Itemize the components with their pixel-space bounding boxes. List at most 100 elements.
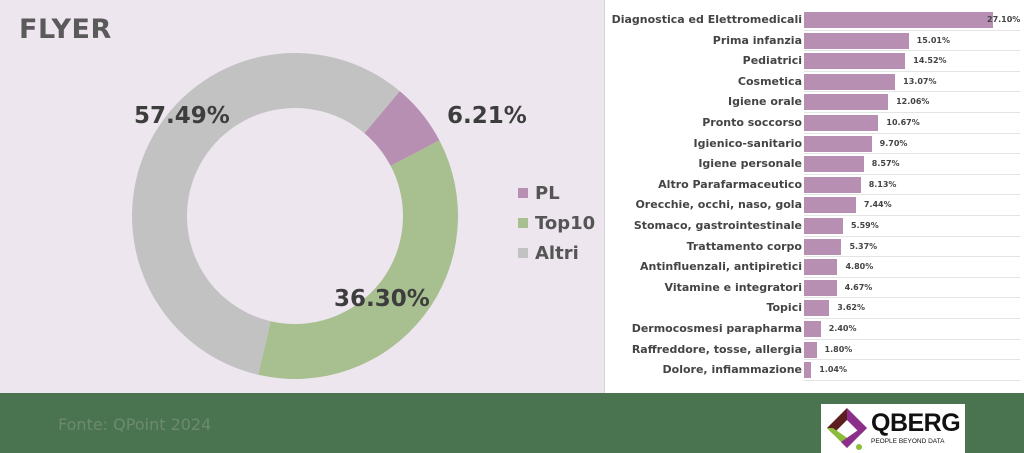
bar-row: Igiene personale 8.57% bbox=[606, 154, 1024, 175]
bar-value-label: 5.37% bbox=[849, 241, 878, 251]
bar-track: 27.10% bbox=[804, 10, 1020, 31]
logo-wordmark: QBERG bbox=[871, 409, 961, 437]
bar bbox=[804, 94, 889, 111]
top10-swatch-icon bbox=[518, 218, 528, 228]
bar-track: 4.80% bbox=[804, 257, 1020, 278]
bar-label: Orecchie, occhi, naso, gola bbox=[635, 198, 802, 212]
bar-track: 12.06% bbox=[804, 92, 1020, 113]
bar-row: Trattamento corpo 5.37% bbox=[606, 237, 1024, 258]
bar bbox=[804, 238, 842, 255]
bar-value-label: 7.44% bbox=[863, 200, 892, 210]
bar-track: 5.59% bbox=[804, 216, 1020, 237]
bar bbox=[804, 362, 812, 379]
bar-track: 8.13% bbox=[804, 175, 1020, 196]
bar-value-label: 3.62% bbox=[837, 303, 865, 313]
bar-value-label: 9.70% bbox=[879, 138, 908, 148]
bar-label: Pronto soccorso bbox=[702, 116, 802, 129]
bar bbox=[804, 12, 993, 28]
legend-item-altri: Altri bbox=[518, 238, 595, 268]
bar-track: 1.80% bbox=[804, 340, 1020, 361]
bar-chart: Diagnostica ed Elettromedicali 27.10% Prim… bbox=[606, 0, 1024, 393]
bar bbox=[804, 73, 896, 90]
bar-label: Antinfluenzali, antipiretici bbox=[640, 260, 802, 274]
bar-track: 5.37% bbox=[804, 237, 1020, 258]
bar-row: Stomaco, gastrointestinale 5.59% bbox=[606, 216, 1024, 237]
bar-label: Dermocosmesi parapharma bbox=[631, 322, 802, 335]
bar-row: Igienico-sanitario 9.70% bbox=[606, 134, 1024, 155]
bar-label: Altro Parafarmaceutico bbox=[658, 177, 802, 191]
donut-slice-altri bbox=[132, 53, 400, 375]
altri-value-label: 57.49% bbox=[134, 103, 230, 129]
bar bbox=[804, 300, 830, 317]
bar-track: 13.07% bbox=[804, 72, 1020, 93]
bar bbox=[804, 259, 838, 276]
pl-value-label: 6.21% bbox=[447, 103, 527, 129]
bar-track: 15.01% bbox=[804, 31, 1020, 52]
bar-label: Raffreddore, tosse, allergia bbox=[631, 342, 802, 356]
bar-row: Altro Parafarmaceutico 8.13% bbox=[606, 175, 1024, 196]
bar-label: Trattamento corpo bbox=[686, 239, 802, 253]
donut-chart bbox=[132, 53, 458, 379]
bar-row: Dolore, infiammazione 1.04% bbox=[606, 360, 1024, 381]
bar-track: 14.52% bbox=[804, 51, 1020, 72]
bar-row: Diagnostica ed Elettromedicali 27.10% bbox=[606, 10, 1024, 31]
bar-value-label: 4.67% bbox=[844, 282, 873, 292]
bar-label: Igiene personale bbox=[698, 157, 802, 171]
bar-value-label: 1.04% bbox=[819, 365, 848, 375]
bar-value-label: 27.10% bbox=[987, 15, 1021, 24]
legend: PL Top10 Altri bbox=[518, 178, 595, 268]
bar-value-label: 1.80% bbox=[824, 344, 853, 354]
legend-label: Altri bbox=[535, 242, 579, 264]
bar-value-label: 15.01% bbox=[916, 35, 950, 45]
logo-tagline: PEOPLE BEYOND DATA bbox=[871, 438, 945, 445]
bar-track: 1.04% bbox=[804, 360, 1020, 381]
bar-value-label: 10.67% bbox=[886, 118, 920, 127]
bar-row: Prima infanzia 15.01% bbox=[606, 31, 1024, 52]
chart-title: FLYER bbox=[19, 14, 112, 45]
bar-row: Dermocosmesi parapharma 2.40% bbox=[606, 319, 1024, 340]
bar bbox=[804, 32, 909, 49]
bar-value-label: 4.80% bbox=[845, 262, 874, 272]
donut-slice-pl bbox=[364, 91, 440, 166]
bar-label: Stomaco, gastrointestinale bbox=[633, 219, 802, 232]
source-text: Fonte: QPoint 2024 bbox=[58, 415, 212, 434]
bar-label: Topici bbox=[766, 301, 802, 315]
bar-row: Orecchie, occhi, naso, gola 7.44% bbox=[606, 195, 1024, 216]
bar-row: Cosmetica 13.07% bbox=[606, 72, 1024, 93]
bar bbox=[804, 115, 879, 131]
bar-label: Vitamine e integratori bbox=[664, 280, 802, 294]
bar-row: Vitamine e integratori 4.67% bbox=[606, 278, 1024, 299]
legend-item-top10: Top10 bbox=[518, 208, 595, 238]
bar-track: 4.67% bbox=[804, 278, 1020, 299]
bar bbox=[804, 341, 817, 358]
bar bbox=[804, 197, 856, 214]
bar-track: 10.67% bbox=[804, 113, 1020, 134]
bar-value-label: 5.59% bbox=[850, 221, 879, 230]
bar-label: Dolore, infiammazione bbox=[662, 363, 802, 377]
legend-label: Top10 bbox=[535, 212, 596, 234]
bar-label: Pediatrici bbox=[742, 54, 802, 68]
bar-track: 9.70% bbox=[804, 134, 1020, 155]
bar-value-label: 13.07% bbox=[903, 76, 937, 86]
top10-value-label: 36.30% bbox=[334, 286, 430, 312]
bar-row: Pediatrici 14.52% bbox=[606, 51, 1024, 72]
bar-row: Topici 3.62% bbox=[606, 298, 1024, 319]
bar-label: Igienico-sanitario bbox=[693, 136, 802, 150]
donut-panel: FLYER 57.49% 6.21% 36.30% PL Top10 Altri bbox=[0, 0, 605, 393]
legend-label: PL bbox=[535, 182, 560, 204]
bar-value-label: 2.40% bbox=[828, 324, 857, 333]
bar-row: Igiene orale 12.06% bbox=[606, 92, 1024, 113]
altri-swatch-icon bbox=[518, 248, 528, 258]
bar-value-label: 14.52% bbox=[913, 56, 947, 66]
bar-label: Diagnostica ed Elettromedicali bbox=[611, 13, 802, 26]
bar-value-label: 12.06% bbox=[896, 97, 930, 107]
bar bbox=[804, 321, 821, 337]
bar bbox=[804, 156, 864, 173]
donut-slice-top10 bbox=[258, 140, 458, 379]
qberg-diamond-icon bbox=[827, 408, 867, 450]
bar-track: 3.62% bbox=[804, 298, 1020, 319]
bar-row: Antinfluenzali, antipiretici 4.80% bbox=[606, 257, 1024, 278]
legend-item-pl: PL bbox=[518, 178, 595, 208]
bar-label: Prima infanzia bbox=[712, 33, 802, 47]
pl-swatch-icon bbox=[518, 188, 528, 198]
